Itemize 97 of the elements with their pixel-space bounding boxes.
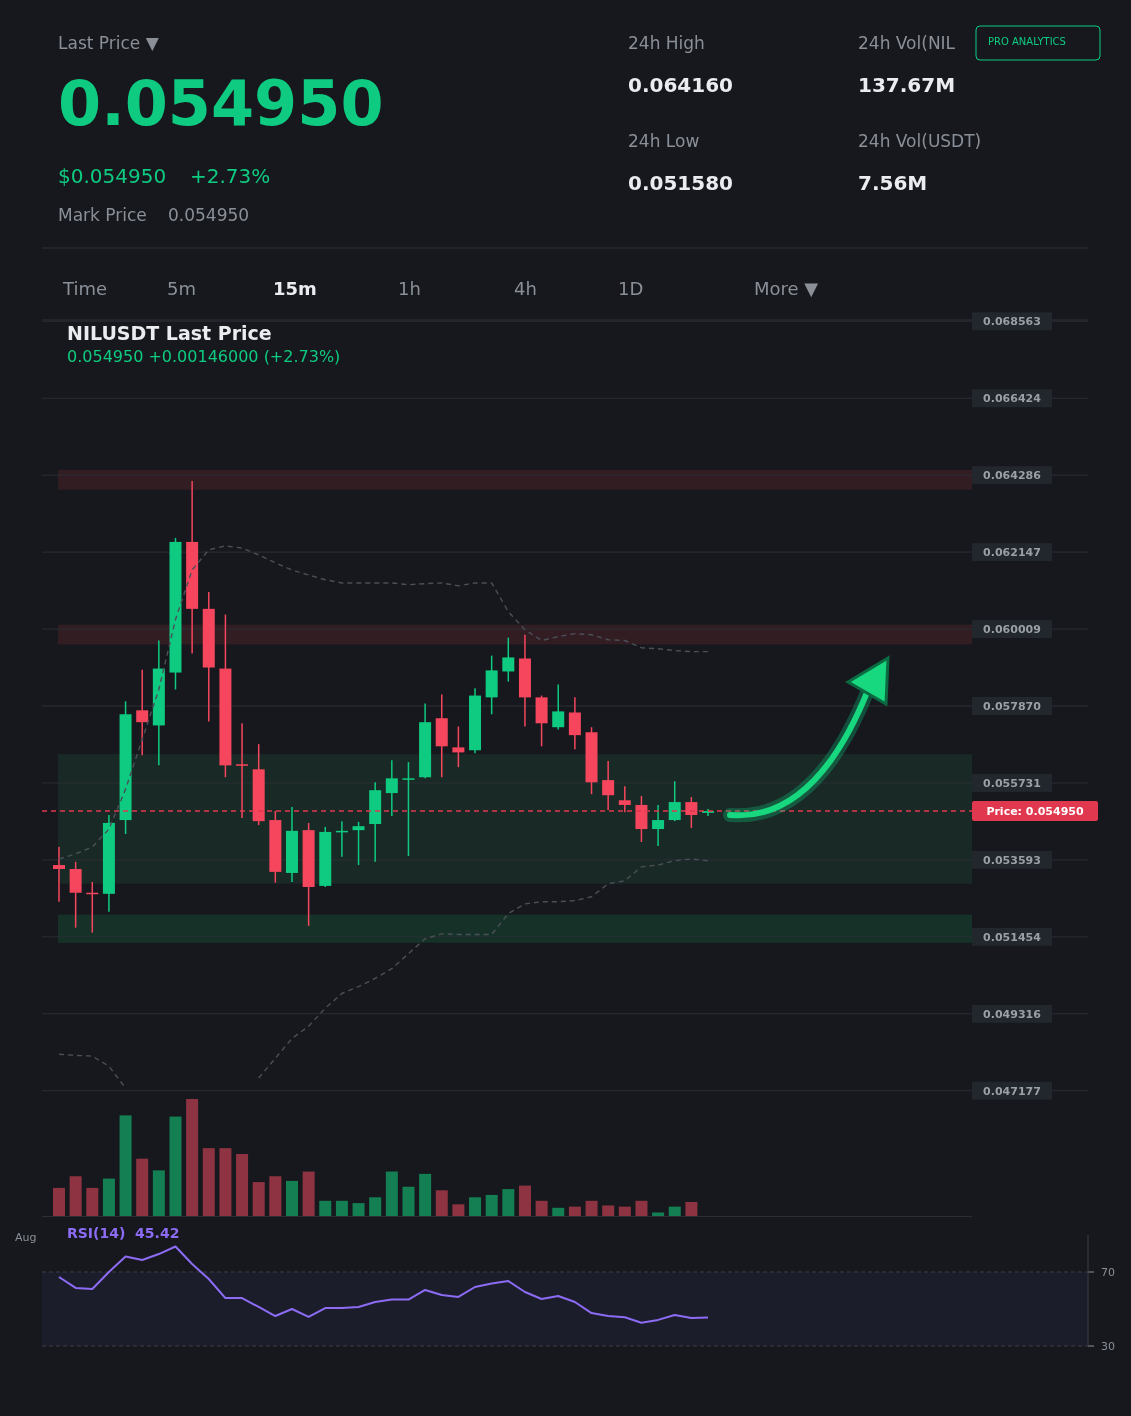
- y-tick-label: 0.057870: [983, 700, 1042, 713]
- bar: [219, 1148, 232, 1216]
- bar: [485, 1194, 498, 1216]
- text: 24h Low: [628, 131, 700, 151]
- candlestick: [685, 796, 698, 829]
- bar: [585, 1200, 598, 1216]
- bar: [202, 1148, 215, 1216]
- ref-line-label: Price: 0.054950: [986, 805, 1084, 819]
- text: Mark Price: [58, 205, 147, 225]
- bar: [385, 1171, 398, 1216]
- candlestick: [402, 761, 415, 857]
- bar: [69, 1176, 82, 1216]
- text: 0.051580: [628, 171, 734, 195]
- y-tick-label: 0.060009: [983, 623, 1041, 637]
- bar: [652, 1212, 665, 1216]
- y-tick-label: 0.051454: [983, 930, 1042, 944]
- bar: [568, 1206, 581, 1216]
- bar: [369, 1197, 382, 1216]
- text: +2.73%: [190, 164, 271, 188]
- text: $0.054950: [58, 164, 167, 188]
- y-tick-label: 0.047177: [983, 1084, 1041, 1098]
- y-tick-label: 0.053593: [983, 853, 1041, 867]
- candlestick: [618, 785, 631, 813]
- candlestick: [568, 696, 581, 750]
- text: 137.67M: [858, 73, 956, 97]
- candlestick: [136, 668, 149, 757]
- bar: [402, 1186, 415, 1216]
- bar: [269, 1176, 282, 1216]
- bar: [469, 1197, 482, 1216]
- bar: [252, 1182, 265, 1216]
- bar: [186, 1099, 199, 1216]
- bar: [668, 1206, 681, 1216]
- y-tick-label: 0.068563: [983, 315, 1041, 329]
- candlestick: [652, 804, 665, 847]
- y-tick-label: 0.055731: [983, 776, 1041, 790]
- bar: [435, 1190, 448, 1216]
- text: 0.054950: [168, 205, 250, 225]
- candlestick: [69, 861, 82, 929]
- bar: [352, 1203, 365, 1216]
- text: 24h Vol(USDT): [858, 131, 982, 151]
- candlestick: [552, 683, 565, 731]
- bar: [502, 1189, 515, 1216]
- text: Last Price ▼: [58, 33, 160, 53]
- bar: [452, 1204, 465, 1216]
- bar: [119, 1115, 132, 1216]
- text: PRO ANALYTICS: [988, 36, 1066, 47]
- bar: [419, 1173, 432, 1216]
- chart-title: RSI(14) 45.42: [67, 1225, 180, 1241]
- bar: [602, 1205, 615, 1216]
- bar: [152, 1170, 165, 1216]
- text: 4h: [514, 278, 537, 299]
- candlestick: [502, 636, 515, 683]
- bar: [618, 1206, 631, 1216]
- text: 0.054950 +0.00146000 (+2.73%): [67, 347, 341, 366]
- bar: [102, 1178, 115, 1216]
- text: 24h High: [628, 33, 705, 53]
- chart-title: NILUSDT Last Price: [67, 322, 272, 344]
- candlestick: [352, 821, 365, 866]
- y-tick-label: 70: [1101, 1266, 1115, 1279]
- line-series: [58, 545, 709, 860]
- bar: [236, 1153, 249, 1216]
- candlestick: [236, 722, 249, 819]
- bar: [169, 1116, 182, 1216]
- text: Time: [62, 278, 108, 299]
- candlestick: [53, 846, 65, 903]
- text: 0.054950: [58, 67, 384, 140]
- bar: [302, 1171, 315, 1216]
- candlestick: [385, 759, 398, 817]
- text: 1D: [618, 278, 644, 299]
- y-tick-label: 0.066424: [983, 392, 1042, 406]
- bar: [285, 1180, 298, 1216]
- line-series: [58, 1245, 709, 1324]
- bar: [319, 1200, 332, 1216]
- bar: [685, 1201, 698, 1216]
- bar: [136, 1158, 149, 1216]
- bar: [86, 1187, 99, 1216]
- y-tick-label: 0.049316: [983, 1007, 1042, 1021]
- y-tick-label: 0.064286: [983, 469, 1042, 483]
- candlestick: [668, 780, 681, 822]
- text: 24h Vol(NIL: [858, 33, 956, 53]
- text: Aug: [15, 1231, 37, 1244]
- text: 7.56M: [858, 171, 928, 195]
- bar: [518, 1185, 531, 1216]
- candlestick: [602, 760, 615, 811]
- bar: [53, 1187, 65, 1216]
- text: 0.064160: [628, 73, 734, 97]
- bar: [535, 1200, 548, 1216]
- text: 15m: [273, 278, 317, 299]
- text: 5m: [167, 278, 196, 299]
- text: More ▼: [754, 278, 819, 299]
- text: 1h: [398, 278, 421, 299]
- bar: [335, 1200, 348, 1216]
- bar: [635, 1200, 648, 1216]
- candlestick: [452, 725, 465, 768]
- y-tick-label: 30: [1101, 1340, 1115, 1353]
- bar: [552, 1207, 565, 1216]
- y-tick-label: 0.062147: [983, 546, 1041, 560]
